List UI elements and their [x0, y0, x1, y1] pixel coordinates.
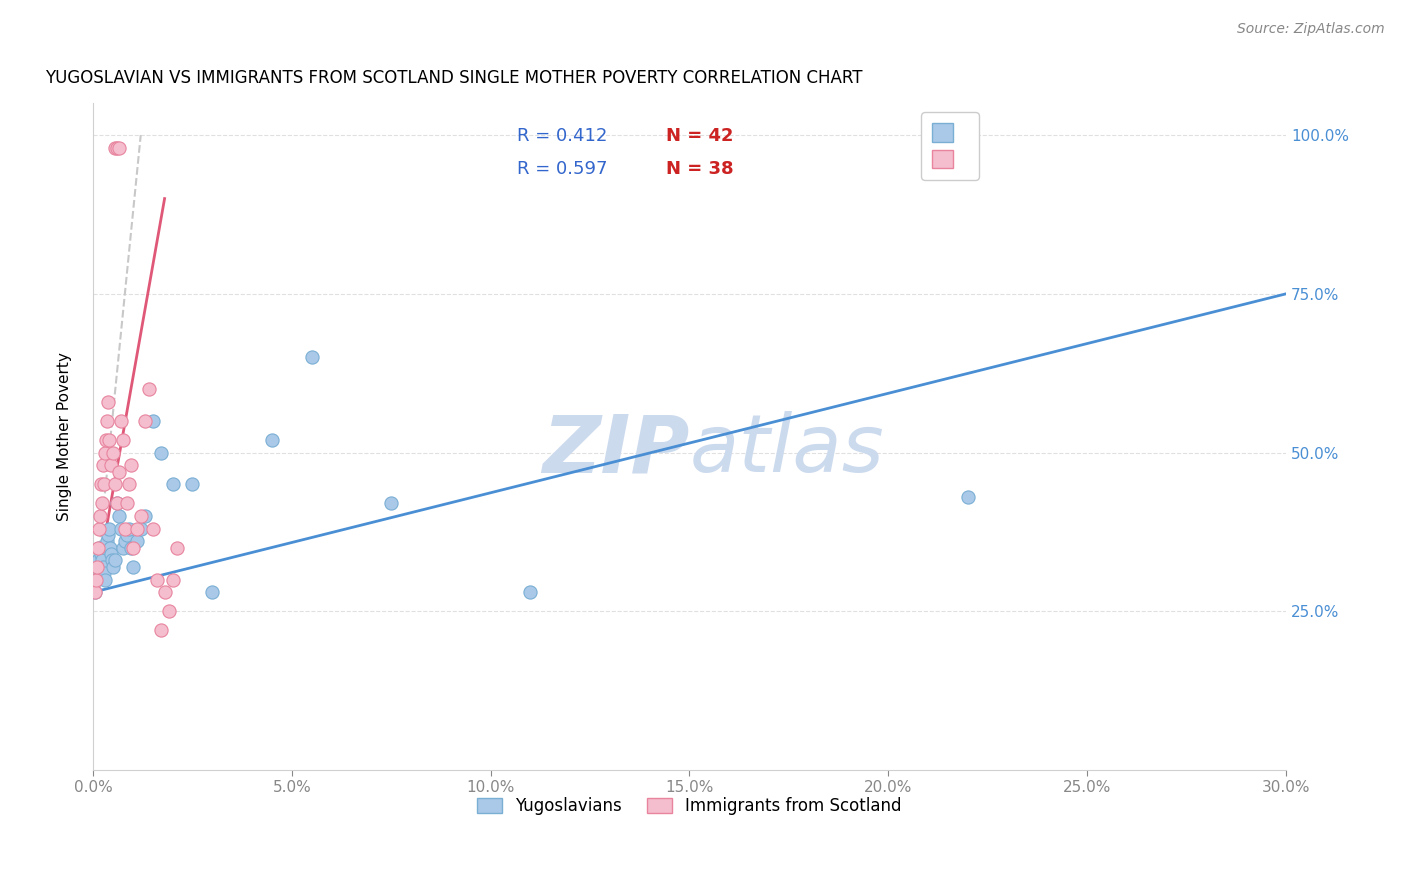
- Point: [90, 477, 112, 491]
- Point: [111, 433, 134, 447]
- Point: [519, 585, 541, 599]
- Text: R = 0.412: R = 0.412: [516, 127, 607, 145]
- Point: [97, 522, 120, 536]
- Point: [115, 528, 138, 542]
- Point: [118, 477, 141, 491]
- Text: atlas: atlas: [689, 411, 884, 489]
- Point: [97, 433, 120, 447]
- Point: [125, 534, 148, 549]
- Point: [108, 509, 131, 524]
- Point: [149, 624, 172, 638]
- Point: [101, 445, 124, 459]
- Point: [87, 541, 110, 555]
- Point: [138, 382, 160, 396]
- Point: [89, 541, 111, 555]
- Point: [91, 458, 114, 473]
- Point: [380, 496, 402, 510]
- Point: [142, 522, 165, 536]
- Point: [94, 433, 117, 447]
- Point: [166, 541, 188, 555]
- Text: N = 42: N = 42: [665, 127, 733, 145]
- Point: [104, 141, 127, 155]
- Point: [93, 477, 115, 491]
- Point: [134, 414, 156, 428]
- Point: [181, 477, 204, 491]
- Point: [153, 585, 176, 599]
- Point: [93, 566, 115, 581]
- Point: [96, 414, 118, 428]
- Point: [120, 541, 142, 555]
- Point: [142, 414, 165, 428]
- Point: [114, 534, 136, 549]
- Point: [129, 509, 152, 524]
- Point: [101, 559, 124, 574]
- Point: [86, 559, 108, 574]
- Point: [118, 522, 141, 536]
- Point: [105, 496, 128, 510]
- Point: [104, 553, 127, 567]
- Point: [90, 553, 112, 567]
- Point: [110, 414, 132, 428]
- Point: [134, 509, 156, 524]
- Point: [105, 496, 128, 510]
- Point: [89, 509, 111, 524]
- Point: [157, 604, 180, 618]
- Point: [162, 573, 184, 587]
- Point: [97, 528, 120, 542]
- Text: YUGOSLAVIAN VS IMMIGRANTS FROM SCOTLAND SINGLE MOTHER POVERTY CORRELATION CHART: YUGOSLAVIAN VS IMMIGRANTS FROM SCOTLAND …: [45, 69, 863, 87]
- Point: [100, 458, 122, 473]
- Y-axis label: Single Mother Poverty: Single Mother Poverty: [58, 352, 72, 521]
- Point: [87, 522, 110, 536]
- Point: [260, 433, 283, 447]
- Text: R = 0.597: R = 0.597: [516, 160, 607, 178]
- Point: [114, 522, 136, 536]
- Point: [145, 573, 167, 587]
- Point: [149, 445, 172, 459]
- Text: N = 38: N = 38: [665, 160, 734, 178]
- Point: [86, 559, 108, 574]
- Point: [125, 522, 148, 536]
- Point: [121, 559, 143, 574]
- Point: [91, 559, 114, 574]
- Point: [104, 477, 127, 491]
- Text: Source: ZipAtlas.com: Source: ZipAtlas.com: [1237, 22, 1385, 37]
- Point: [87, 553, 110, 567]
- Point: [110, 522, 132, 536]
- Point: [301, 351, 323, 365]
- Point: [84, 585, 107, 599]
- Point: [87, 541, 110, 555]
- Point: [115, 496, 138, 510]
- Point: [121, 541, 143, 555]
- Point: [201, 585, 224, 599]
- Point: [956, 490, 979, 504]
- Legend: Yugoslavians, Immigrants from Scotland: Yugoslavians, Immigrants from Scotland: [471, 790, 908, 822]
- Point: [96, 534, 118, 549]
- Point: [97, 394, 120, 409]
- Point: [120, 458, 142, 473]
- Point: [94, 573, 117, 587]
- Point: [100, 547, 122, 561]
- Point: [111, 541, 134, 555]
- Point: [94, 445, 117, 459]
- Point: [90, 547, 112, 561]
- Point: [84, 573, 107, 587]
- Point: [108, 141, 131, 155]
- Point: [84, 585, 107, 599]
- Point: [90, 496, 112, 510]
- Point: [108, 465, 131, 479]
- Point: [98, 541, 121, 555]
- Point: [105, 141, 128, 155]
- Point: [84, 573, 107, 587]
- Point: [94, 541, 117, 555]
- Point: [162, 477, 184, 491]
- Point: [129, 522, 152, 536]
- Text: ZIP: ZIP: [543, 411, 689, 489]
- Point: [101, 553, 124, 567]
